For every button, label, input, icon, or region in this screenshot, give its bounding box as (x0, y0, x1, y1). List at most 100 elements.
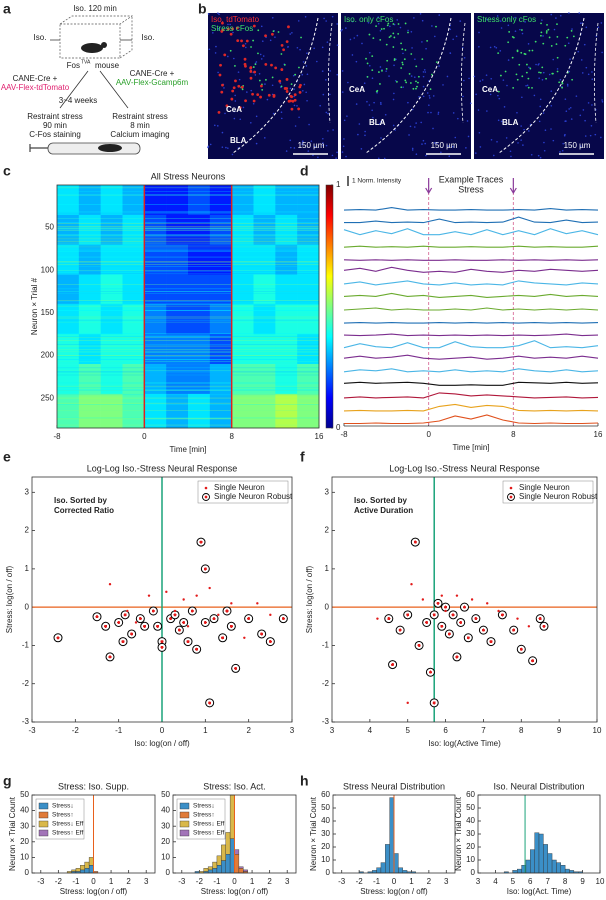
nucleus (341, 28, 344, 31)
trace (343, 307, 599, 311)
nucleus (425, 47, 427, 50)
heatmap-cell (297, 185, 320, 216)
nucleus (530, 153, 533, 156)
bar (234, 854, 240, 874)
nucleus (392, 124, 395, 127)
cfos-cell (545, 31, 548, 34)
nucleus (489, 93, 492, 96)
nucleus (426, 92, 429, 94)
cfos-cell (539, 71, 542, 74)
nucleus (421, 143, 423, 145)
nucleus (394, 129, 397, 131)
nucleus (296, 105, 298, 107)
nucleus (207, 145, 210, 148)
x-tick-label: -8 (340, 430, 348, 439)
nucleus (499, 50, 502, 52)
cfos-cell (400, 42, 402, 45)
micrograph (208, 13, 338, 159)
point (222, 606, 232, 616)
nucleus (269, 39, 272, 42)
legend-label: Single Neuron (519, 483, 570, 492)
y-tick-label: 10 (20, 853, 29, 862)
chart-title: Stress: Iso. Act. (203, 781, 266, 791)
tdtomato-cell (252, 99, 256, 103)
point (187, 606, 197, 616)
trace (343, 266, 599, 273)
nucleus (437, 111, 440, 114)
heatmap-cell (231, 304, 254, 335)
nucleus (538, 77, 540, 80)
point (179, 617, 189, 627)
frame (331, 476, 598, 723)
point (486, 637, 496, 647)
point (478, 625, 488, 635)
nucleus (585, 66, 588, 69)
nucleus (380, 103, 382, 105)
boundary (365, 17, 452, 154)
heatmap-cell (166, 185, 189, 216)
legend-box (197, 480, 289, 504)
nucleus (475, 93, 477, 96)
tdtomato-cell (298, 90, 302, 94)
nucleus (218, 13, 220, 16)
nucleus (356, 34, 359, 37)
cfos-cell (400, 86, 403, 89)
nucleus (428, 94, 431, 97)
nucleus (341, 91, 344, 93)
frame (332, 794, 456, 874)
point (218, 633, 228, 643)
nucleus (357, 133, 359, 136)
point (134, 621, 138, 624)
bar (551, 859, 557, 874)
nucleus (336, 151, 338, 154)
nucleus (289, 87, 292, 90)
nucleus (582, 109, 585, 111)
nucleus (207, 13, 210, 15)
point (186, 625, 190, 628)
nucleus (385, 70, 387, 72)
tdtomato-cell (229, 32, 233, 36)
x-tick-label: 3 (285, 877, 290, 886)
nucleus (231, 153, 234, 156)
nucleus (424, 71, 427, 73)
nucleus (485, 74, 488, 76)
protocol: C-Fos staining (29, 130, 81, 139)
nucleus (322, 142, 324, 144)
cfos-cell (521, 75, 524, 78)
x-axis-label: Iso: log(Act. Time) (507, 887, 572, 896)
cfos-cell (404, 79, 407, 82)
nucleus (329, 93, 331, 96)
nucleus (364, 130, 366, 133)
heatmap-cell (100, 244, 123, 275)
nucleus (568, 12, 570, 14)
point (403, 610, 413, 620)
nucleus (590, 124, 593, 127)
y-axis-label: Stress: log(on / off) (305, 565, 314, 633)
bar (534, 832, 540, 874)
heatmap-cell (166, 304, 189, 335)
nucleus (481, 79, 484, 81)
cfos-cell (545, 30, 548, 32)
nucleus (345, 27, 347, 29)
x-tick-label: 2 (427, 877, 432, 886)
nucleus (302, 89, 304, 92)
y-tick-label: 10 (466, 855, 475, 864)
nucleus (486, 110, 488, 112)
cfos-cell (541, 66, 544, 69)
x-tick-label: -2 (356, 877, 364, 886)
point (509, 625, 519, 635)
heatmap-cell (253, 274, 276, 305)
cfos-cell (499, 74, 502, 77)
nucleus (399, 26, 402, 29)
nucleus (462, 95, 464, 98)
nucleus (280, 111, 283, 113)
nucleus (263, 137, 266, 139)
nucleus (568, 108, 570, 110)
nucleus (225, 146, 227, 149)
point (231, 663, 241, 673)
cfos-cell (507, 41, 510, 44)
point (114, 617, 124, 627)
tdtomato-cell (240, 39, 243, 43)
cfos-cell (435, 25, 437, 28)
cfos-cell (404, 22, 407, 25)
